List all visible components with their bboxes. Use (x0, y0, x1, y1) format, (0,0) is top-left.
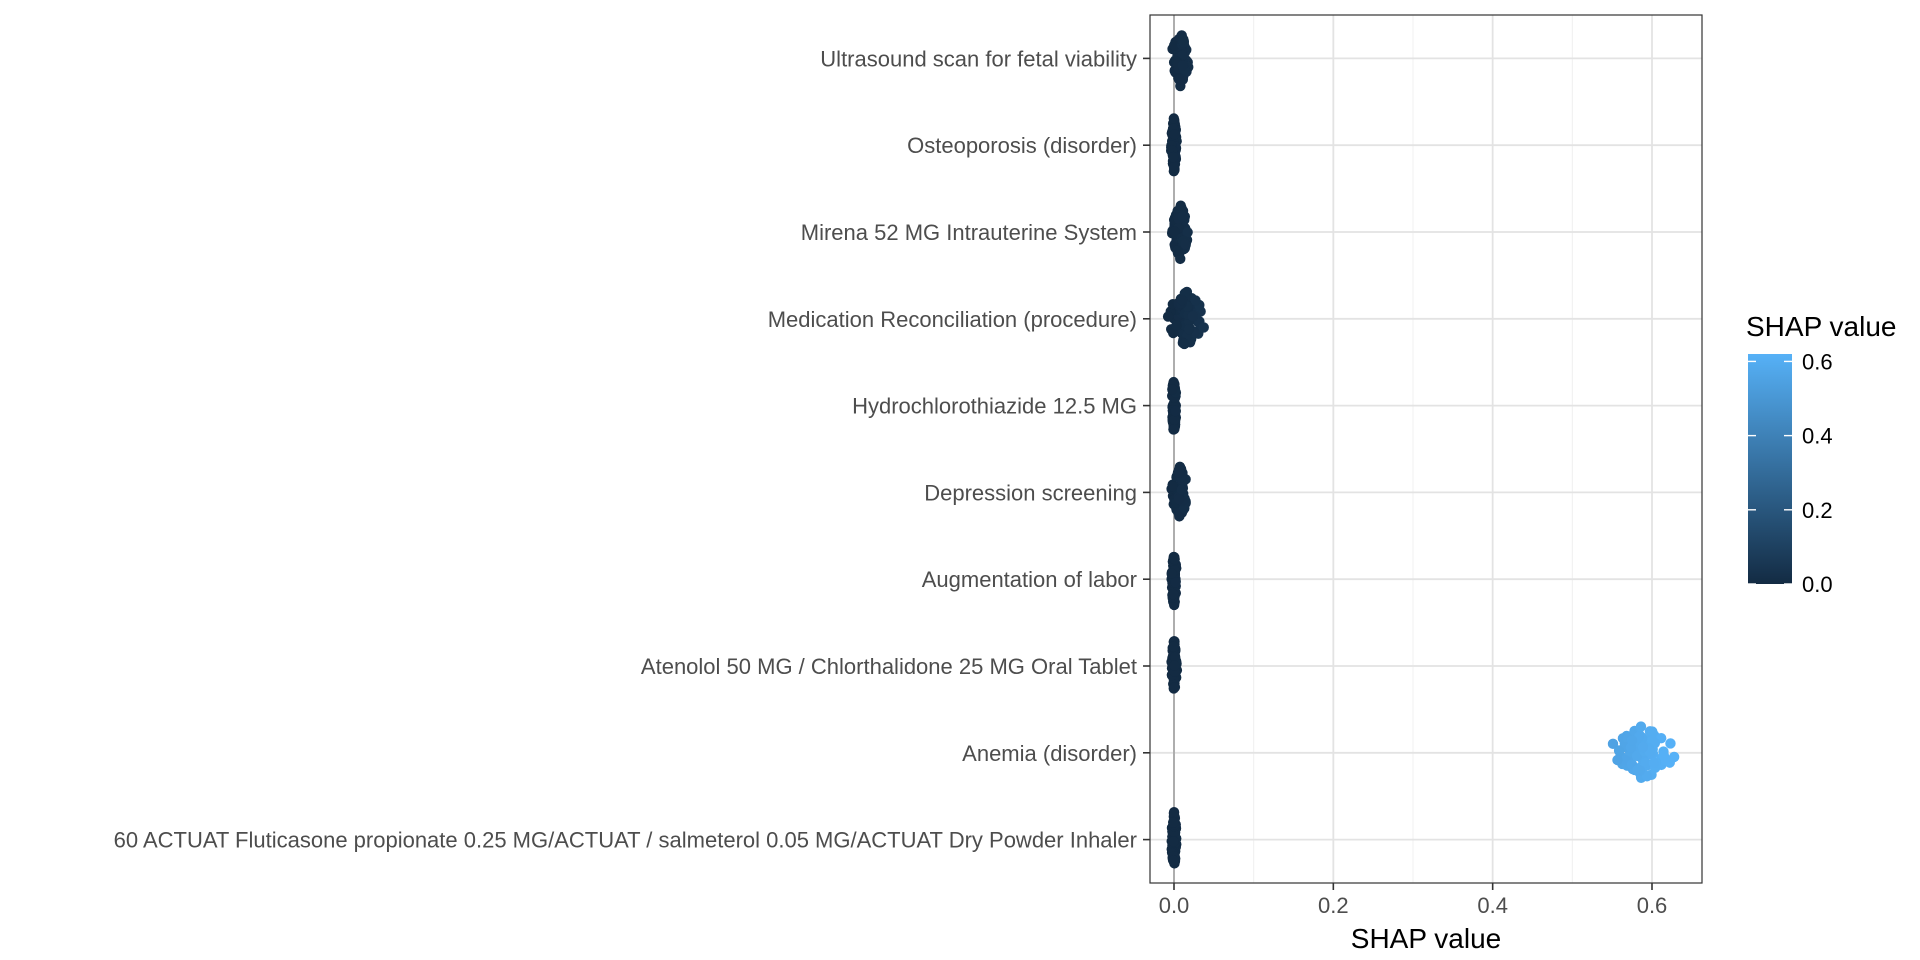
shap-point (1167, 481, 1178, 492)
shap-point (1169, 423, 1180, 435)
y-axis: Ultrasound scan for fetal viability Osteo… (114, 46, 1150, 853)
shap-point (1162, 311, 1174, 322)
shap-point (1168, 151, 1179, 163)
shap-point (1166, 568, 1177, 579)
shap-point (1169, 129, 1180, 140)
shap-point (1612, 754, 1623, 766)
y-tick-label: 60 ACTUAT Fluticasone propionate 0.25 MG… (114, 828, 1137, 853)
shap-point (1665, 738, 1676, 749)
shap-point (1635, 721, 1647, 732)
shap-point (1174, 467, 1185, 479)
shap-point (1169, 414, 1180, 425)
shap-point (1168, 817, 1179, 828)
x-tick-label: 0.0 (1159, 893, 1190, 918)
shap-point (1170, 576, 1181, 588)
shap-point (1176, 294, 1188, 306)
shap-point (1168, 808, 1180, 819)
shap-point (1167, 588, 1179, 600)
shap-point (1179, 338, 1190, 350)
shap-point (1647, 735, 1658, 746)
shap-point (1182, 227, 1193, 238)
shap-point (1637, 741, 1649, 753)
y-tick-label: Ultrasound scan for fetal viability (820, 46, 1137, 71)
y-tick-label: Atenolol 50 MG / Chlorthalidone 25 MG Or… (641, 654, 1137, 679)
shap-point (1632, 764, 1643, 776)
shap-point (1169, 226, 1180, 237)
shap-point (1631, 750, 1643, 762)
shap-point (1170, 405, 1181, 417)
y-tick-label: Mirena 52 MG Intrauterine System (801, 220, 1137, 245)
legend-tick-label: 0.6 (1802, 349, 1833, 374)
shap-point (1607, 738, 1619, 750)
legend-tick-label: 0.4 (1802, 424, 1833, 449)
y-tick-label: Anemia (disorder) (962, 741, 1137, 766)
shap-point (1180, 238, 1191, 250)
shap-point (1178, 34, 1189, 45)
shap-point (1175, 200, 1186, 211)
shap-point (1190, 295, 1201, 306)
shap-point (1169, 553, 1180, 565)
shap-point (1176, 484, 1187, 495)
shap-point (1177, 211, 1188, 222)
x-axis: 0.0 0.2 0.4 0.6 (1159, 883, 1668, 918)
shap-point (1173, 74, 1185, 85)
shap-point (1168, 40, 1180, 51)
color-legend: SHAP value 0.0 0.2 0.4 0.6 (1746, 311, 1896, 597)
shap-point (1626, 735, 1638, 746)
shap-point (1183, 324, 1195, 335)
legend-colorbar (1748, 354, 1792, 584)
y-tick-label: Hydrochlorothiazide 12.5 MG (852, 394, 1137, 419)
grid-layer (1150, 15, 1702, 883)
shap-point (1171, 320, 1182, 331)
x-tick-label: 0.6 (1637, 893, 1668, 918)
shap-point (1167, 384, 1178, 395)
y-tick-label: Depression screening (924, 480, 1137, 505)
shap-point (1175, 253, 1186, 265)
shap-point (1168, 641, 1180, 652)
legend-ticks: 0.0 0.2 0.4 0.6 (1748, 349, 1833, 597)
x-tick-label: 0.4 (1477, 893, 1508, 918)
shap-point (1187, 311, 1199, 322)
points-layer (1162, 30, 1680, 869)
shap-point (1172, 245, 1183, 256)
shap-point (1168, 855, 1179, 866)
shap-point (1173, 493, 1185, 505)
shap-point (1198, 322, 1209, 333)
y-tick-label: Medication Reconciliation (procedure) (768, 307, 1137, 332)
shap-point (1168, 113, 1180, 124)
y-tick-label: Augmentation of labor (922, 567, 1137, 592)
legend-tick-label: 0.0 (1802, 572, 1833, 597)
shap-point (1177, 60, 1189, 71)
panel-border (1149, 14, 1703, 884)
shap-point (1168, 161, 1180, 173)
y-tick-label: Osteoporosis (disorder) (907, 133, 1137, 158)
legend-title: SHAP value (1746, 311, 1896, 342)
x-axis-title: SHAP value (1351, 923, 1501, 954)
x-tick-label: 0.2 (1318, 893, 1349, 918)
shap-point (1647, 726, 1658, 737)
shap-point (1658, 749, 1670, 761)
shap-point (1648, 757, 1660, 769)
shap-point (1614, 745, 1625, 757)
shap-point (1169, 651, 1181, 663)
legend-tick-label: 0.2 (1802, 498, 1833, 523)
shap-point (1169, 660, 1180, 671)
shap-point (1640, 757, 1652, 769)
shap-point (1169, 682, 1181, 693)
shap-point (1168, 836, 1179, 847)
shap-point (1641, 771, 1653, 782)
